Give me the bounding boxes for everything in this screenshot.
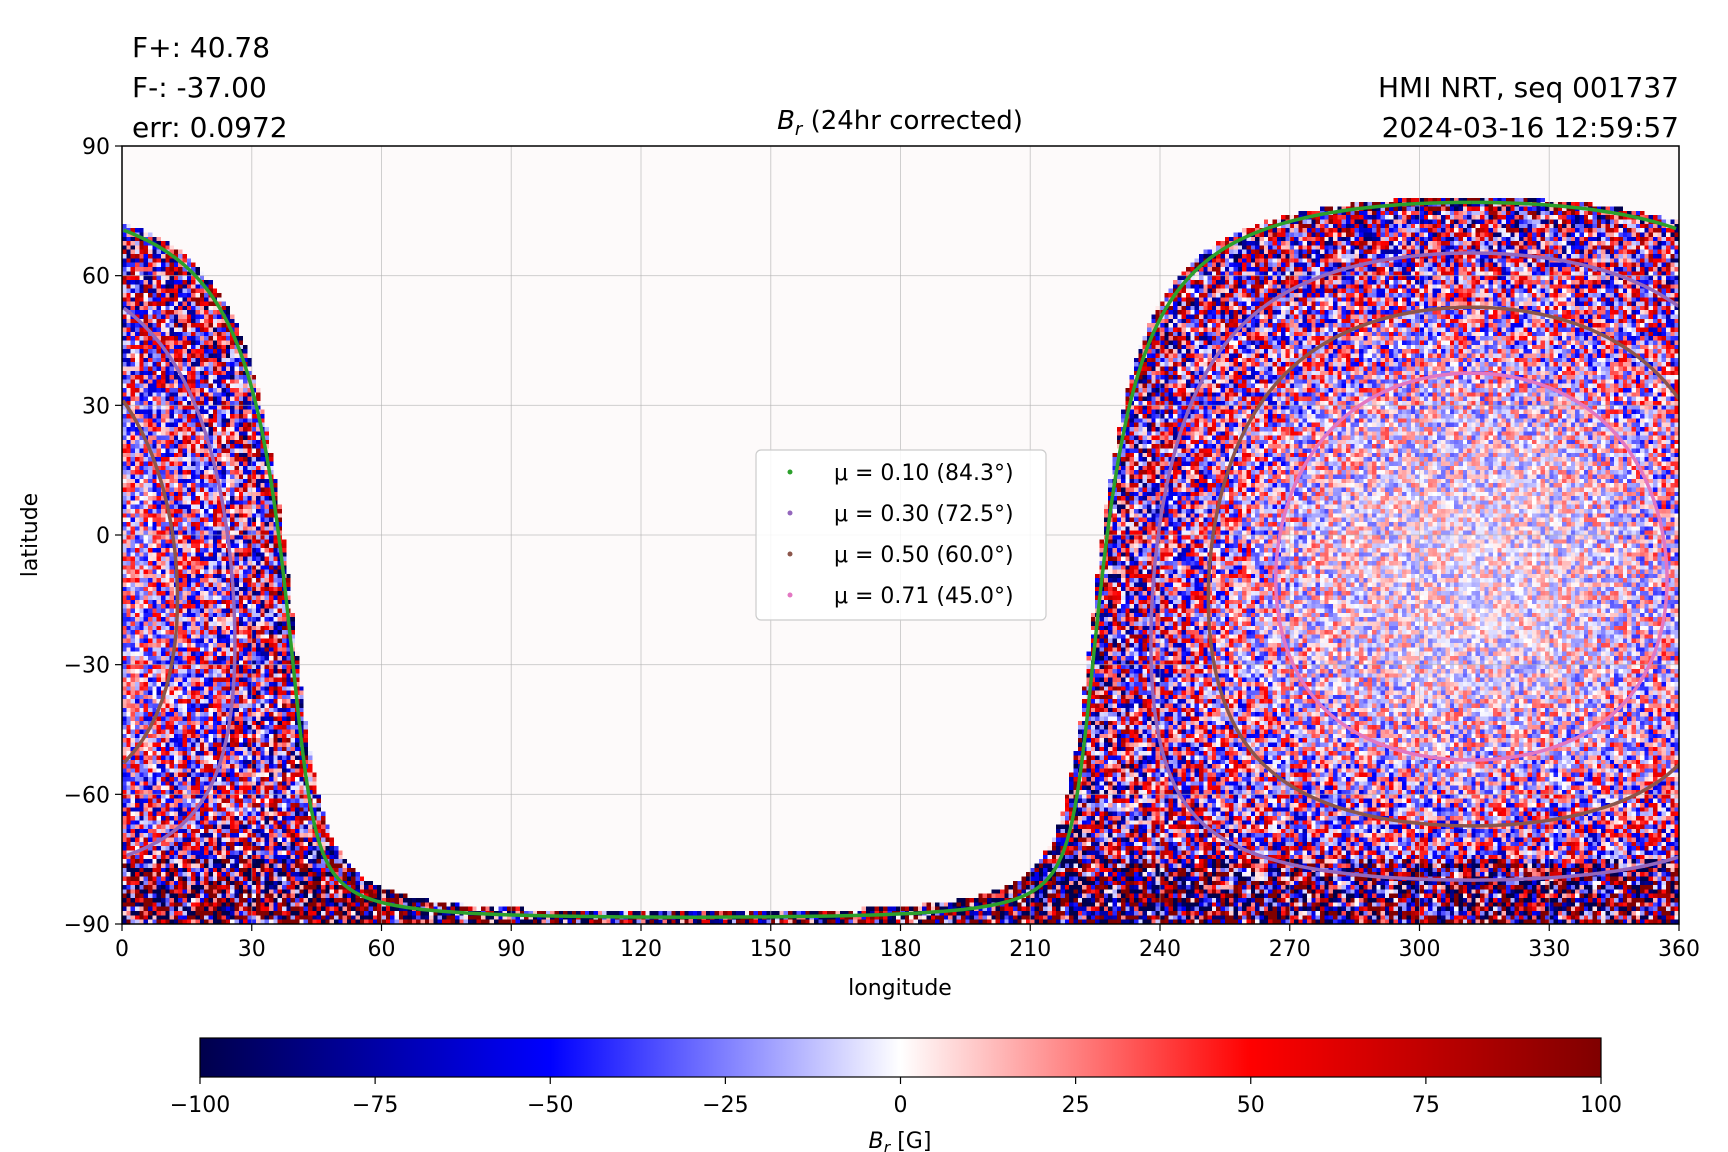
y-tick-label: 30 — [82, 394, 110, 419]
y-tick-label: −30 — [64, 654, 110, 679]
mu-contour-0.1 — [122, 200, 1472, 920]
legend-marker-2 — [787, 551, 793, 557]
y-axis-label: latitude — [18, 493, 43, 577]
error-annotation: err: 0.0972 — [132, 111, 288, 144]
y-tick-label: −60 — [64, 783, 110, 808]
legend-label-3: μ = 0.71 (45.0°) — [834, 584, 1014, 609]
mu-contour-0.1 — [1471, 200, 1677, 231]
legend-label-1: μ = 0.30 (72.5°) — [834, 502, 1014, 527]
legend-marker-1 — [787, 510, 793, 516]
flux-positive-annotation: F+: 40.78 — [132, 31, 270, 64]
flux-negative-annotation: F-: -37.00 — [132, 71, 267, 104]
x-tick-label: 90 — [497, 937, 525, 962]
x-tick-label: 270 — [1269, 937, 1311, 962]
colorbar-tick-label: −100 — [170, 1093, 230, 1118]
mu-contour-0.5 — [122, 399, 180, 765]
mu-contour-0.5 — [1206, 305, 1679, 828]
axis-ticks: 0 30 60 90 120 150 180 210 240 270 300 330 360−90−60… — [64, 135, 1700, 962]
legend-box — [755, 449, 1047, 621]
mu-contour-0.3 — [1471, 251, 1679, 308]
x-tick-label: 240 — [1139, 937, 1181, 962]
colorbar-tick-label: −50 — [527, 1093, 573, 1118]
legend-label-2: μ = 0.50 (60.0°) — [834, 543, 1014, 568]
y-tick-label: 90 — [82, 135, 110, 160]
y-tick-label: 60 — [82, 265, 110, 290]
colorbar — [199, 1037, 1602, 1078]
x-tick-label: 0 — [115, 937, 129, 962]
x-tick-label: 330 — [1528, 937, 1570, 962]
legend: μ = 0.10 (84.3°) μ = 0.30 (72.5°) μ = 0.50… — [755, 449, 1047, 621]
timestamp-annotation: 2024-03-16 12:59:57 — [1382, 111, 1679, 144]
source-annotation: HMI NRT, seq 001737 — [1378, 71, 1679, 104]
colorbar-label: Br [G] — [869, 1129, 932, 1152]
x-tick-label: 180 — [880, 937, 922, 962]
x-tick-label: 120 — [620, 937, 662, 962]
x-tick-label: 210 — [1009, 937, 1051, 962]
mu-contour-0.5 — [1471, 305, 1679, 400]
colorbar-tick-label: 25 — [1062, 1093, 1090, 1118]
mu-contour-0.3 — [1149, 251, 1679, 882]
mu-contours — [122, 200, 1679, 920]
mu-contour-0.3 — [122, 306, 237, 858]
x-tick-label: 300 — [1399, 937, 1441, 962]
mu-contour-0.71 — [1274, 371, 1669, 762]
legend-label-0: μ = 0.10 (84.3°) — [834, 461, 1014, 486]
colorbar-ticks: −100 −75 −50 −25 0 25 50 75 100 — [170, 1077, 1622, 1118]
legend-marker-0 — [787, 469, 793, 475]
x-tick-label: 60 — [368, 937, 396, 962]
colorbar-tick-label: 75 — [1412, 1093, 1440, 1118]
colorbar-tick-label: 0 — [894, 1093, 908, 1118]
legend-marker-3 — [787, 592, 793, 598]
colorbar-tick-label: 100 — [1580, 1093, 1622, 1118]
chart-title: Br (24hr corrected) — [777, 106, 1023, 140]
y-tick-label: 0 — [96, 524, 110, 549]
x-axis-label: longitude — [848, 976, 952, 1001]
colorbar-tick-label: −75 — [352, 1093, 398, 1118]
x-tick-label: 150 — [750, 937, 792, 962]
x-tick-label: 360 — [1658, 937, 1700, 962]
x-tick-label: 30 — [238, 937, 266, 962]
colorbar-tick-label: −25 — [702, 1093, 748, 1118]
colorbar-tick-label: 50 — [1237, 1093, 1265, 1118]
y-tick-label: −90 — [64, 913, 110, 938]
